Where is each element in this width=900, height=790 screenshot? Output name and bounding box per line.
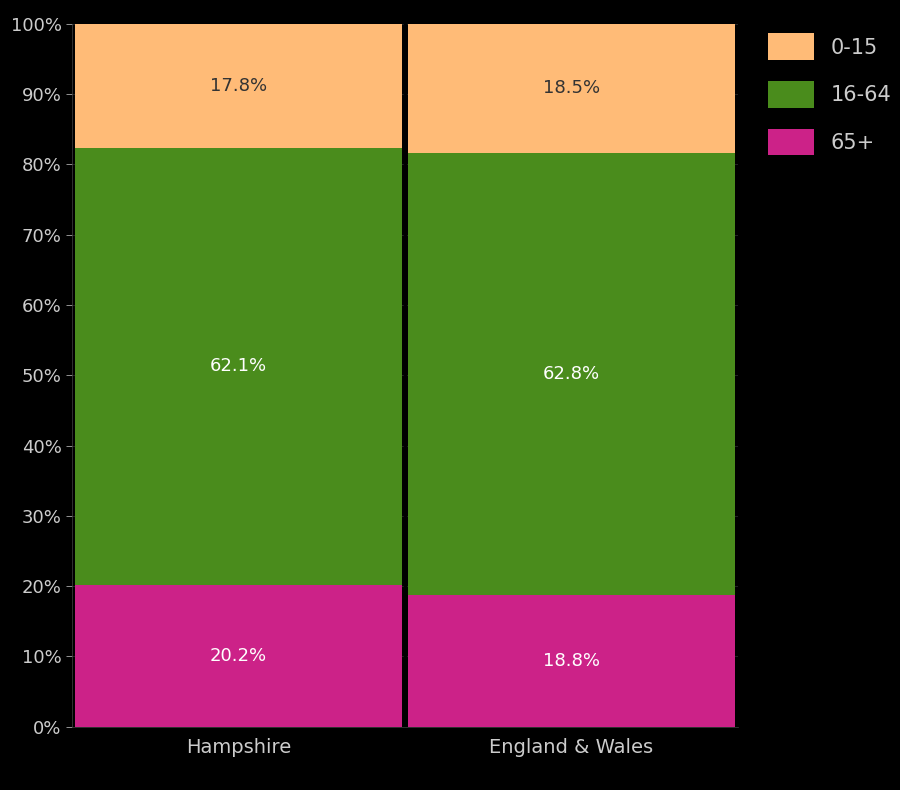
Bar [76,23,401,149]
Text: 62.1%: 62.1% [210,357,267,375]
Text: 18.8%: 18.8% [543,652,600,670]
Bar [76,149,401,585]
Bar [409,595,734,727]
Bar [76,585,401,727]
Legend: 0-15, 16-64, 65+: 0-15, 16-64, 65+ [761,27,897,162]
Bar [409,23,734,153]
Text: 20.2%: 20.2% [210,647,267,665]
Bar [409,153,734,595]
Text: 18.5%: 18.5% [543,79,600,97]
Text: 62.8%: 62.8% [543,365,600,383]
Text: 17.8%: 17.8% [210,77,267,95]
